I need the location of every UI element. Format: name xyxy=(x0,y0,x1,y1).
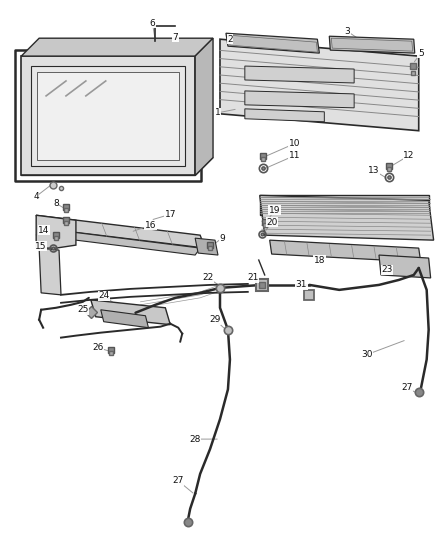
Polygon shape xyxy=(91,300,170,325)
Text: 24: 24 xyxy=(98,292,110,301)
Polygon shape xyxy=(379,255,431,278)
Polygon shape xyxy=(36,215,205,248)
Text: 9: 9 xyxy=(219,233,225,243)
Text: 5: 5 xyxy=(418,49,424,58)
Text: 30: 30 xyxy=(361,350,373,359)
Text: 19: 19 xyxy=(269,206,280,215)
Polygon shape xyxy=(195,238,218,255)
Text: 21: 21 xyxy=(247,273,258,282)
Polygon shape xyxy=(39,248,61,295)
Text: 22: 22 xyxy=(202,273,214,282)
Text: 28: 28 xyxy=(190,434,201,443)
Text: 18: 18 xyxy=(314,255,325,264)
Text: 27: 27 xyxy=(401,383,413,392)
Text: 31: 31 xyxy=(296,280,307,289)
Polygon shape xyxy=(245,66,354,83)
Text: 27: 27 xyxy=(173,477,184,486)
Text: 1: 1 xyxy=(215,108,221,117)
Text: 20: 20 xyxy=(266,218,277,227)
Polygon shape xyxy=(195,38,213,175)
Text: 8: 8 xyxy=(53,199,59,208)
Polygon shape xyxy=(36,215,76,248)
Text: 16: 16 xyxy=(145,221,156,230)
Polygon shape xyxy=(21,158,213,175)
Polygon shape xyxy=(220,39,419,131)
Text: 4: 4 xyxy=(33,192,39,201)
Text: 13: 13 xyxy=(368,166,380,175)
Text: 25: 25 xyxy=(77,305,88,314)
Polygon shape xyxy=(31,66,185,166)
Polygon shape xyxy=(101,310,148,328)
Polygon shape xyxy=(21,38,213,56)
Text: 10: 10 xyxy=(289,139,300,148)
Polygon shape xyxy=(245,109,324,122)
Polygon shape xyxy=(245,91,354,108)
Polygon shape xyxy=(36,228,200,255)
Text: 12: 12 xyxy=(403,151,414,160)
Polygon shape xyxy=(329,36,415,53)
Text: 14: 14 xyxy=(39,225,50,235)
Polygon shape xyxy=(226,33,319,53)
Text: 2: 2 xyxy=(227,35,233,44)
Text: 23: 23 xyxy=(381,265,392,274)
Polygon shape xyxy=(21,56,195,175)
Polygon shape xyxy=(260,196,434,240)
Text: 3: 3 xyxy=(344,27,350,36)
Text: 6: 6 xyxy=(149,19,155,28)
Text: 15: 15 xyxy=(35,241,47,251)
Polygon shape xyxy=(260,196,429,215)
Polygon shape xyxy=(270,240,421,262)
Text: 29: 29 xyxy=(209,315,221,324)
Text: 11: 11 xyxy=(289,151,300,160)
Text: 17: 17 xyxy=(165,210,176,219)
Text: 26: 26 xyxy=(92,343,103,352)
Text: 7: 7 xyxy=(173,33,178,42)
Polygon shape xyxy=(37,72,179,159)
